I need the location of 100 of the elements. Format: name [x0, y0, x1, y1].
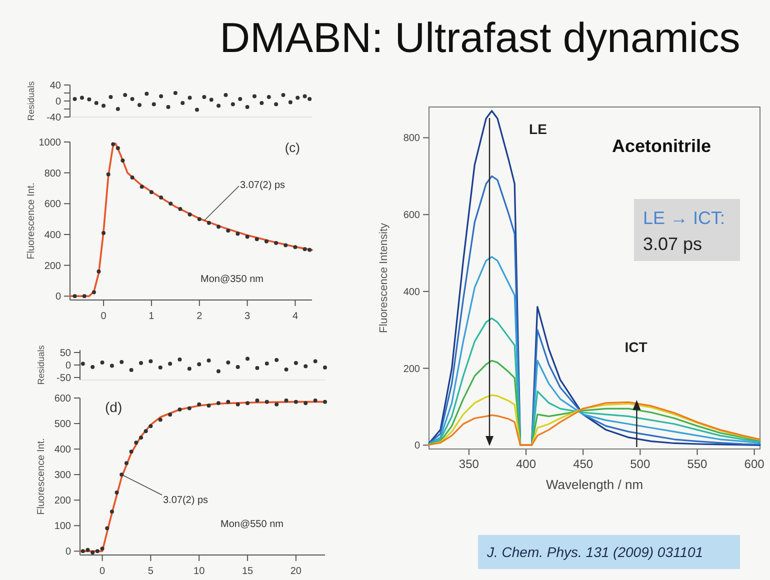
- point: [168, 412, 172, 417]
- point: [216, 224, 221, 229]
- line-series: [428, 175, 761, 446]
- x-tick-label: 1: [148, 311, 155, 322]
- point: [158, 366, 162, 370]
- point: [274, 102, 278, 106]
- point: [139, 436, 144, 440]
- point: [129, 368, 134, 372]
- annotation: LE → ICT:: [643, 208, 726, 228]
- point: [95, 549, 100, 554]
- x-tick-label: 4: [292, 311, 298, 322]
- point: [216, 401, 220, 406]
- point: [187, 406, 192, 410]
- x-tick-label: 600: [744, 457, 765, 471]
- point: [180, 101, 185, 105]
- point: [206, 404, 211, 408]
- annotation: 3.07 ps: [643, 234, 702, 254]
- point: [224, 93, 228, 97]
- annotation: (c): [284, 140, 300, 155]
- x-tick-label: 15: [242, 566, 254, 577]
- x-tick-label: 400: [516, 457, 536, 471]
- point: [323, 400, 327, 404]
- point: [216, 369, 220, 374]
- point: [100, 546, 104, 551]
- point: [293, 245, 298, 250]
- point: [152, 102, 156, 106]
- y-tick-label: -50: [56, 373, 72, 384]
- point: [139, 361, 144, 365]
- point: [264, 400, 269, 404]
- y-tick-label: 800: [44, 168, 62, 180]
- point: [284, 243, 288, 248]
- point: [245, 105, 250, 109]
- point: [110, 364, 114, 368]
- y-tick-label: 500: [54, 419, 72, 430]
- point: [255, 366, 260, 370]
- point: [144, 92, 149, 96]
- y-axis-title: Residuals: [36, 344, 46, 385]
- point: [80, 362, 85, 366]
- point: [106, 172, 110, 176]
- point: [105, 526, 110, 530]
- x-tick-label: 550: [687, 457, 708, 471]
- point: [252, 94, 256, 98]
- point: [194, 108, 199, 112]
- point: [178, 407, 182, 412]
- point: [281, 93, 286, 97]
- point: [260, 101, 264, 105]
- point: [236, 402, 240, 406]
- point: [108, 95, 113, 99]
- x-tick-label: 350: [458, 457, 480, 471]
- point: [236, 232, 240, 236]
- point: [110, 510, 114, 514]
- point: [264, 362, 269, 366]
- annotation: 3.07(2) ps: [240, 180, 286, 191]
- point: [100, 360, 104, 364]
- annotation: Mon@350 nm: [200, 274, 264, 285]
- point: [129, 450, 134, 454]
- y-tick-label: 200: [44, 260, 62, 272]
- y-axis-title: Fluorescence Intensity: [378, 222, 390, 334]
- x-tick-label: 0: [99, 566, 106, 577]
- point: [82, 294, 86, 298]
- x-tick-label: 3: [244, 311, 251, 322]
- y-tick-label: 800: [403, 133, 420, 144]
- y-axis-title: Fluorescence Int.: [26, 182, 37, 260]
- annotation: LE: [529, 121, 547, 137]
- point: [246, 356, 250, 361]
- point: [102, 230, 106, 235]
- y-tick-label: 600: [403, 210, 420, 222]
- annotation: Mon@550 nm: [220, 519, 284, 530]
- point: [80, 549, 85, 554]
- y-tick-label: 400: [403, 286, 420, 298]
- point: [130, 97, 134, 101]
- point: [130, 175, 134, 180]
- point: [274, 358, 279, 362]
- point: [87, 97, 92, 102]
- x-axis-title: Wavelength / nm: [546, 477, 644, 492]
- point: [120, 360, 124, 364]
- x-tick-label: 0: [100, 311, 107, 322]
- y-tick-label: 300: [54, 470, 72, 482]
- point: [302, 94, 307, 98]
- y-tick-label: 0: [65, 360, 72, 372]
- point: [246, 401, 250, 406]
- point: [178, 207, 182, 212]
- point: [236, 365, 240, 369]
- x-tick-label: 500: [630, 457, 650, 471]
- point: [296, 96, 300, 100]
- x-tick-label: 10: [194, 566, 206, 577]
- point: [168, 362, 172, 366]
- point: [166, 105, 170, 109]
- point: [144, 429, 148, 434]
- point: [137, 103, 142, 107]
- point: [294, 361, 298, 365]
- point: [92, 290, 96, 294]
- point: [80, 96, 84, 100]
- y-tick-label: 0: [55, 292, 62, 303]
- point: [173, 91, 178, 95]
- text: J. Chem. Phys. 131 (2009) 031101: [486, 544, 704, 560]
- point: [323, 366, 327, 370]
- point: [274, 402, 279, 406]
- point: [148, 424, 153, 428]
- point: [304, 364, 308, 368]
